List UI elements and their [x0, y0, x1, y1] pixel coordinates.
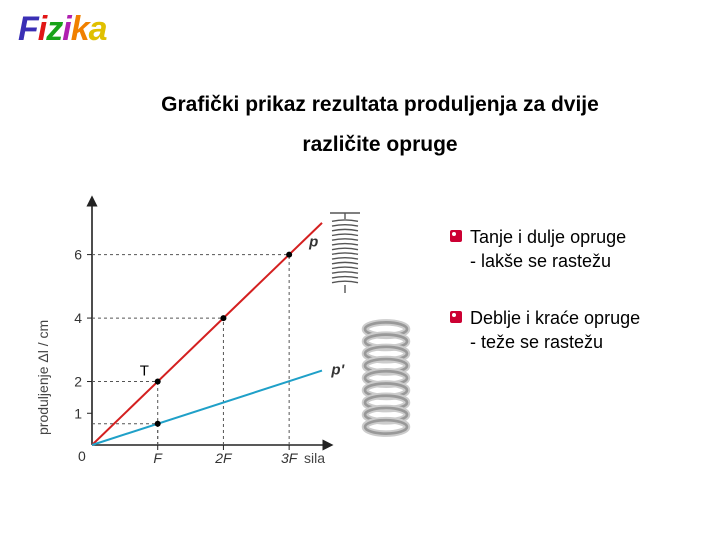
svg-text:2: 2 [74, 374, 82, 390]
bullet-line: Deblje i kraće opruge [470, 306, 640, 330]
svg-text:0: 0 [78, 448, 86, 464]
svg-text:1: 1 [74, 405, 82, 421]
svg-text:2F: 2F [214, 450, 233, 466]
title-line-2: različite opruge [100, 125, 660, 165]
svg-text:F: F [153, 450, 163, 466]
logo: Fizika [18, 10, 107, 49]
svg-text:sila: sila [304, 450, 325, 466]
bullet-list: Tanje i dulje opruge - lakše se rastežu … [450, 225, 700, 386]
svg-text:produljenje Δl / cm: produljenje Δl / cm [35, 320, 51, 435]
spring-chart: 0 produljenje Δl / cm sila F 2F 3F 1 2 4 6 p p' T [30, 195, 430, 475]
svg-text:T: T [140, 363, 149, 380]
bullet-line: - lakše se rastežu [470, 249, 626, 273]
svg-text:p: p [308, 234, 318, 251]
title-line-1: Grafički prikaz rezultata produljenja za… [100, 85, 660, 125]
bullet-icon [450, 311, 462, 323]
bullet-text: Deblje i kraće opruge - teže se rastežu [470, 306, 640, 355]
svg-text:4: 4 [74, 310, 82, 326]
chart-svg: 0 produljenje Δl / cm sila F 2F 3F 1 2 4 6 p p' T [30, 195, 430, 475]
bullet-item: Tanje i dulje opruge - lakše se rastežu [450, 225, 700, 274]
bullet-icon [450, 230, 462, 242]
bullet-line: Tanje i dulje opruge [470, 225, 626, 249]
bullet-line: - teže se rastežu [470, 330, 640, 354]
page-title: Grafički prikaz rezultata produljenja za… [100, 85, 660, 165]
bullet-item: Deblje i kraće opruge - teže se rastežu [450, 306, 700, 355]
bullet-text: Tanje i dulje opruge - lakše se rastežu [470, 225, 626, 274]
svg-text:6: 6 [74, 247, 82, 263]
svg-text:p': p' [330, 362, 344, 379]
svg-text:3F: 3F [281, 450, 299, 466]
